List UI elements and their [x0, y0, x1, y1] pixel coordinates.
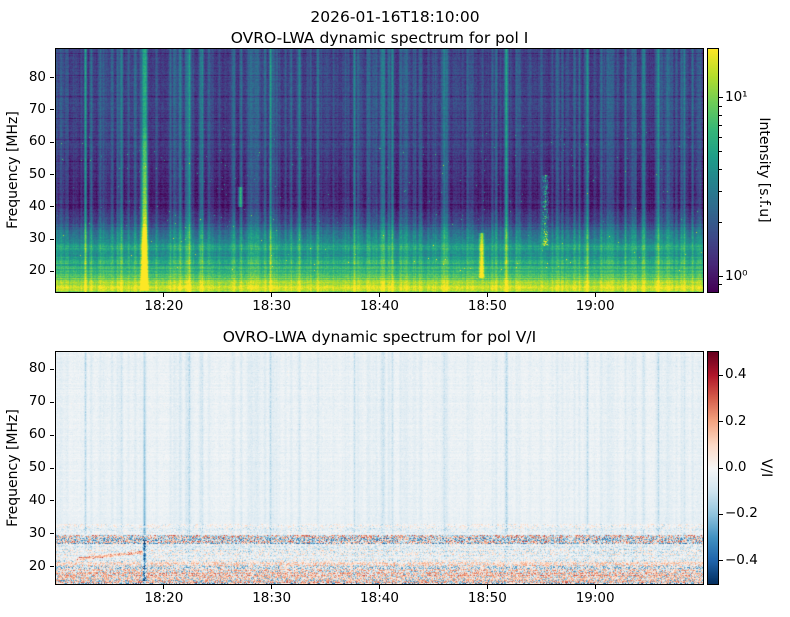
colorbar-tick-label: 10⁰ — [725, 267, 748, 284]
polVI-axes — [55, 351, 704, 585]
y-tick — [50, 434, 54, 436]
colorbar-minor-tick — [719, 284, 722, 286]
y-tick — [50, 206, 54, 208]
colorbar-minor-tick — [719, 190, 722, 192]
x-tick — [486, 293, 488, 297]
colorbar-minor-tick — [719, 137, 722, 139]
polI-spectrogram-canvas — [56, 49, 703, 292]
y-tick — [50, 500, 54, 502]
colorbar-tick — [719, 467, 723, 469]
x-tick — [271, 293, 273, 297]
polVI-colorbar-label: V/I — [758, 458, 774, 478]
colorbar-tick-label: 10¹ — [725, 88, 748, 105]
y-tick-label: 40 — [28, 197, 46, 214]
y-tick-label: 70 — [28, 393, 46, 410]
polI-colorbar — [707, 48, 719, 293]
y-tick-label: 40 — [28, 491, 46, 508]
polVI-plot-title: OVRO-LWA dynamic spectrum for pol V/I — [222, 328, 537, 346]
colorbar-tick-label: 0.0 — [725, 459, 747, 475]
x-tick — [379, 293, 380, 297]
polVI-colorbar-canvas — [708, 352, 718, 584]
colorbar-tick — [719, 97, 723, 99]
colorbar-tick-label: 0.4 — [725, 366, 747, 383]
polI-colorbar-label: Intensity [s.f.u] — [756, 117, 772, 223]
y-tick — [50, 566, 54, 568]
polI-axes — [55, 48, 704, 293]
polVI-spectrogram-canvas — [56, 352, 703, 584]
colorbar-minor-tick — [719, 125, 722, 127]
y-tick — [50, 77, 54, 79]
x-tick — [271, 585, 273, 589]
y-tick-label: 20 — [28, 262, 46, 279]
x-tick-label: 19:00 — [575, 298, 615, 314]
y-tick — [50, 141, 54, 143]
colorbar-tick-label: −0.2 — [725, 505, 758, 522]
y-tick-label: 70 — [28, 100, 46, 117]
x-tick — [486, 585, 488, 589]
polI-colorbar-canvas — [708, 49, 718, 292]
colorbar-tick — [719, 374, 723, 376]
x-tick-label: 18:30 — [252, 590, 292, 606]
y-tick-label: 60 — [28, 426, 46, 443]
polVI-colorbar — [707, 351, 719, 585]
y-tick-label: 50 — [28, 459, 46, 475]
y-tick-label: 50 — [28, 165, 46, 182]
colorbar-minor-tick — [719, 168, 722, 170]
y-tick — [50, 368, 54, 370]
x-tick-label: 18:30 — [252, 298, 292, 314]
x-tick-label: 18:20 — [144, 298, 184, 314]
y-tick — [50, 174, 54, 176]
colorbar-tick-label: −0.4 — [725, 551, 758, 568]
colorbar-minor-tick — [719, 105, 722, 107]
y-tick — [50, 270, 54, 272]
x-tick-label: 18:40 — [360, 298, 399, 314]
colorbar-tick — [719, 513, 723, 515]
colorbar-tick — [719, 276, 723, 278]
x-tick-label: 18:40 — [360, 590, 399, 606]
colorbar-tick-label: 0.2 — [725, 412, 747, 429]
y-tick — [50, 533, 54, 535]
x-tick — [594, 585, 596, 589]
y-tick-label: 60 — [28, 133, 46, 150]
y-tick — [50, 401, 54, 403]
y-tick — [50, 109, 54, 111]
x-tick — [594, 293, 596, 297]
y-tick — [50, 467, 54, 469]
x-tick-label: 19:00 — [575, 590, 615, 606]
x-tick — [163, 293, 165, 297]
x-tick-label: 18:50 — [467, 298, 507, 314]
x-tick-label: 18:50 — [467, 590, 507, 606]
y-tick-label: 80 — [28, 360, 46, 377]
colorbar-minor-tick — [719, 222, 722, 224]
colorbar-minor-tick — [719, 151, 722, 153]
x-tick-label: 18:20 — [144, 590, 184, 606]
polI-plot-title: OVRO-LWA dynamic spectrum for pol I — [230, 29, 529, 47]
y-tick-label: 20 — [28, 557, 46, 574]
x-tick — [163, 585, 165, 589]
figure-suptitle: 2026-01-16T18:10:00 — [310, 8, 480, 26]
colorbar-tick — [719, 560, 723, 562]
y-tick-label: 80 — [28, 68, 46, 85]
y-tick-label: 30 — [28, 230, 46, 247]
y-tick-label: 30 — [28, 524, 46, 541]
colorbar-tick — [719, 421, 723, 423]
x-tick — [379, 585, 380, 589]
colorbar-minor-tick — [719, 114, 722, 116]
y-tick — [50, 238, 54, 240]
